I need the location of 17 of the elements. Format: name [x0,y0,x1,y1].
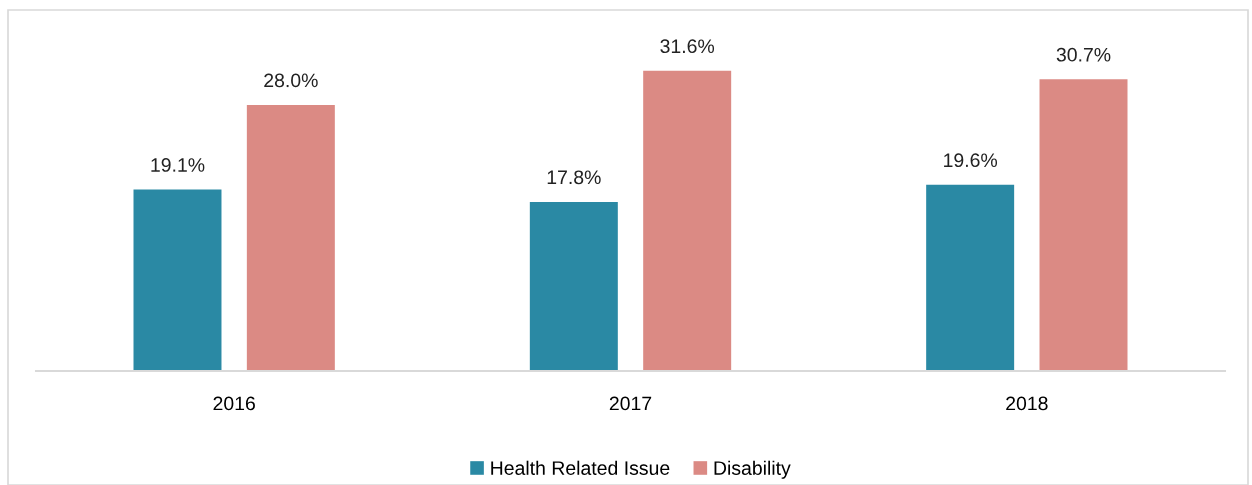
bar [926,184,1015,371]
x-tick-label: 2016 [213,396,255,411]
data-label: 30.7% [1056,47,1111,62]
data-label: 31.6% [660,39,715,54]
bar [133,189,222,371]
bar [529,201,618,371]
legend-label: Disability [714,460,791,479]
x-tick-label: 2018 [1006,396,1048,411]
x-tick-label: 2017 [609,396,652,411]
data-label: 28.0% [264,73,318,88]
data-label: 19.1% [151,158,205,172]
bar [246,105,335,371]
legend-label: Health Related Issue [491,460,670,475]
data-label: 19.6% [944,153,998,168]
data-label: 17.8% [547,170,601,185]
bar [1039,79,1128,371]
bar [643,70,732,371]
